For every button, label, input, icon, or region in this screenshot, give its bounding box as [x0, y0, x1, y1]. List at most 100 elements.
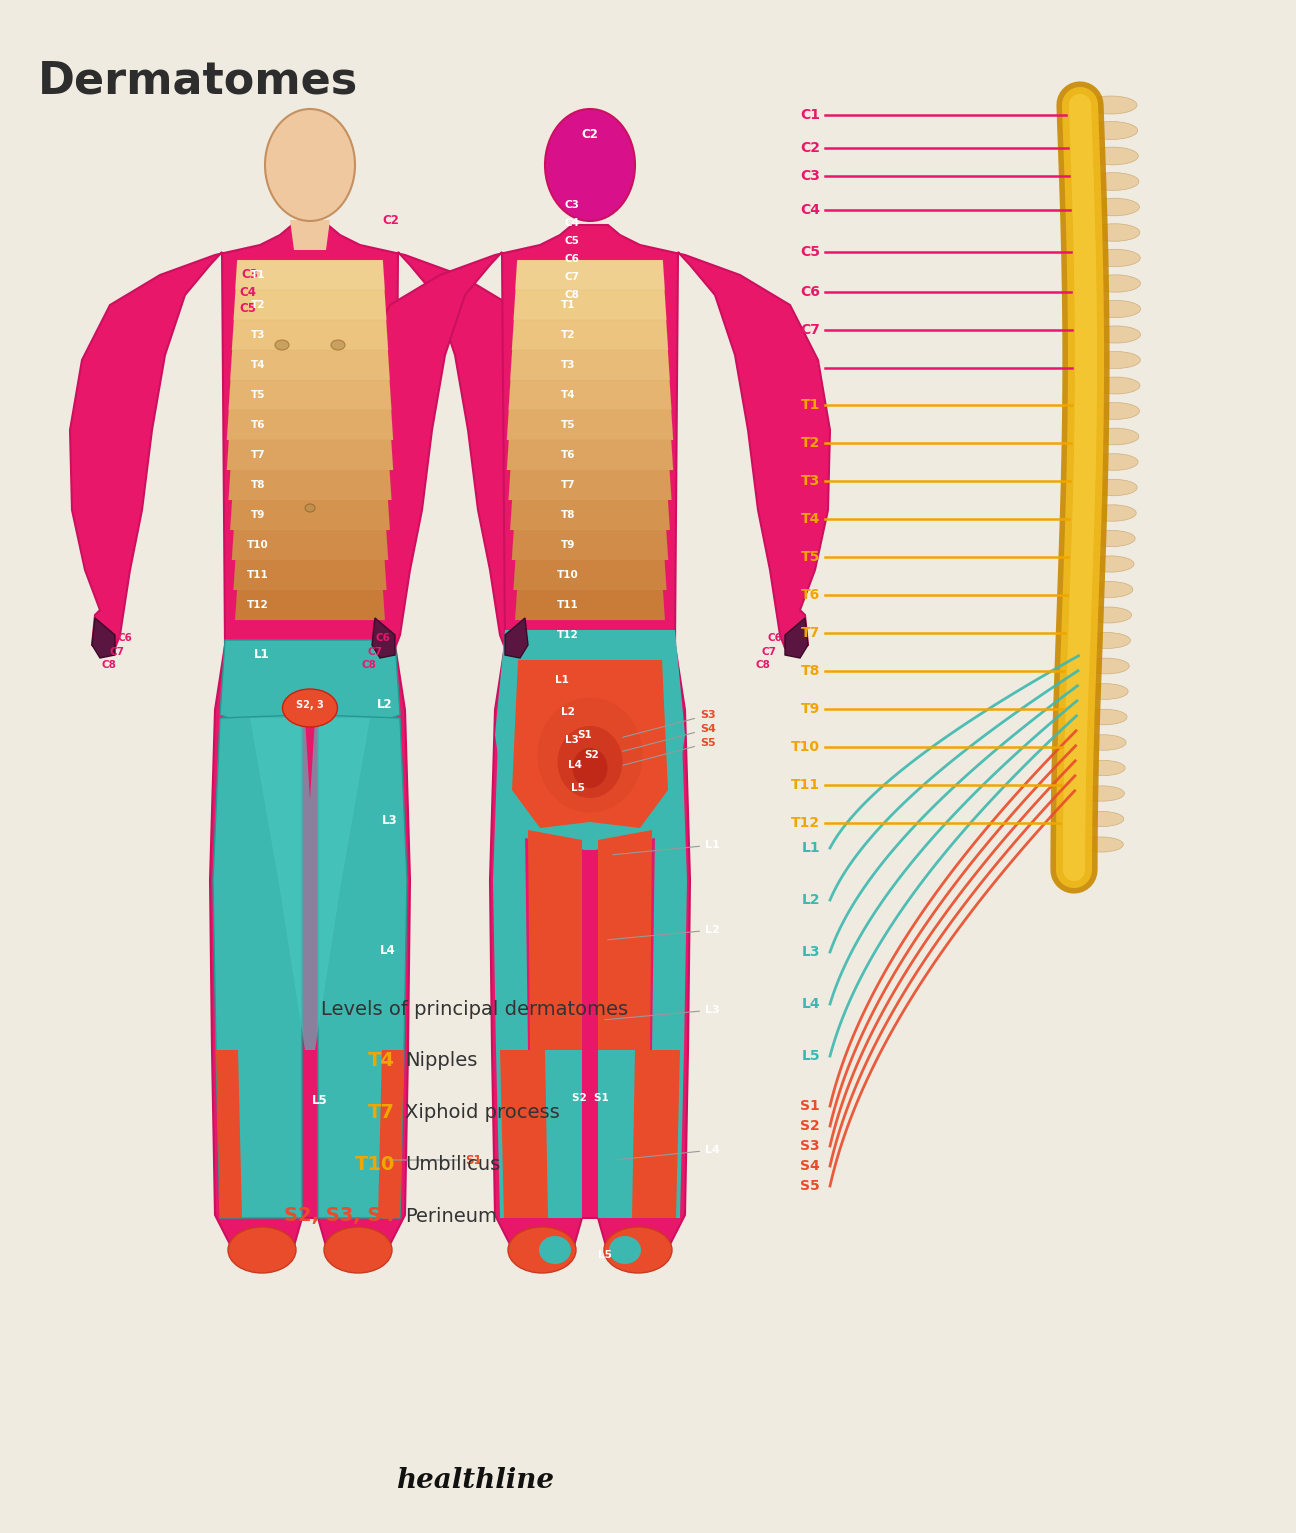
Polygon shape — [231, 500, 390, 530]
Ellipse shape — [1090, 274, 1140, 293]
Ellipse shape — [1081, 710, 1128, 725]
Text: C8: C8 — [800, 360, 820, 376]
Polygon shape — [597, 1050, 635, 1219]
Polygon shape — [516, 261, 665, 290]
Ellipse shape — [539, 1236, 572, 1265]
Text: T6: T6 — [561, 451, 575, 460]
Text: T1: T1 — [561, 300, 575, 310]
Text: C8: C8 — [362, 661, 377, 670]
Text: L4: L4 — [568, 760, 582, 770]
Text: L2: L2 — [377, 699, 393, 711]
Ellipse shape — [1082, 684, 1128, 699]
Text: T9: T9 — [561, 540, 575, 550]
Polygon shape — [228, 471, 391, 500]
Ellipse shape — [1083, 658, 1129, 675]
Text: L1: L1 — [555, 675, 569, 685]
Ellipse shape — [1089, 504, 1137, 521]
Ellipse shape — [1081, 734, 1126, 750]
Ellipse shape — [1089, 480, 1138, 495]
Ellipse shape — [1087, 556, 1134, 572]
Text: C7: C7 — [110, 647, 124, 658]
Polygon shape — [233, 560, 386, 590]
Polygon shape — [250, 717, 369, 1050]
Text: T9: T9 — [801, 702, 820, 716]
Polygon shape — [213, 714, 302, 1219]
Text: T11: T11 — [557, 599, 579, 610]
Polygon shape — [228, 380, 391, 409]
Ellipse shape — [299, 1234, 321, 1269]
Text: C6: C6 — [769, 633, 783, 642]
Ellipse shape — [508, 1226, 575, 1272]
Polygon shape — [492, 740, 530, 1219]
Text: T5: T5 — [250, 389, 266, 400]
Text: T7: T7 — [368, 1102, 395, 1122]
Text: T1: T1 — [250, 270, 266, 281]
Text: T1: T1 — [801, 399, 820, 412]
Polygon shape — [512, 661, 667, 828]
Text: Perineum: Perineum — [404, 1206, 496, 1225]
Text: T3: T3 — [561, 360, 575, 369]
Text: C8: C8 — [102, 661, 117, 670]
Text: healthline: healthline — [397, 1467, 553, 1493]
Polygon shape — [372, 618, 395, 658]
Polygon shape — [70, 225, 550, 1268]
Ellipse shape — [1091, 351, 1140, 368]
Polygon shape — [232, 530, 389, 560]
Polygon shape — [500, 1050, 582, 1219]
Text: L5: L5 — [572, 783, 584, 793]
Text: T4: T4 — [250, 360, 266, 369]
Text: L1: L1 — [254, 648, 270, 662]
Ellipse shape — [1090, 250, 1140, 267]
Text: L3: L3 — [605, 1006, 719, 1019]
Text: T8: T8 — [561, 510, 575, 520]
Text: T12: T12 — [248, 599, 268, 610]
Ellipse shape — [1086, 581, 1133, 598]
Ellipse shape — [1083, 633, 1130, 648]
Polygon shape — [597, 1050, 680, 1219]
Text: T5: T5 — [801, 550, 820, 564]
Polygon shape — [508, 471, 671, 500]
Ellipse shape — [1091, 377, 1140, 394]
Text: T7: T7 — [801, 625, 820, 639]
Ellipse shape — [324, 1226, 391, 1272]
Text: L1: L1 — [801, 842, 820, 855]
Text: T4: T4 — [368, 1050, 395, 1070]
Ellipse shape — [330, 340, 345, 350]
Text: T7: T7 — [250, 451, 266, 460]
Text: T7: T7 — [561, 480, 575, 491]
Text: T4: T4 — [801, 512, 820, 526]
Text: C6: C6 — [800, 285, 820, 299]
Text: L4: L4 — [380, 943, 395, 957]
Polygon shape — [513, 560, 666, 590]
Text: C3: C3 — [565, 199, 579, 210]
Polygon shape — [231, 350, 390, 380]
Ellipse shape — [1080, 786, 1125, 802]
Text: C8: C8 — [756, 661, 770, 670]
Text: S4: S4 — [622, 724, 715, 751]
Text: T10: T10 — [791, 740, 820, 754]
Text: S2: S2 — [584, 750, 599, 760]
Polygon shape — [290, 221, 330, 250]
Polygon shape — [92, 618, 115, 658]
Ellipse shape — [538, 698, 643, 812]
Ellipse shape — [1090, 454, 1138, 471]
Text: L4: L4 — [801, 996, 820, 1010]
Polygon shape — [216, 1050, 242, 1219]
Text: S3: S3 — [801, 1139, 820, 1153]
Text: C5: C5 — [240, 302, 257, 314]
Polygon shape — [508, 380, 671, 409]
Text: T3: T3 — [801, 474, 820, 487]
Text: S1: S1 — [388, 1153, 482, 1167]
Ellipse shape — [579, 1234, 601, 1269]
Text: L4: L4 — [618, 1145, 719, 1160]
Ellipse shape — [1080, 837, 1124, 852]
Text: C3: C3 — [800, 169, 820, 182]
Polygon shape — [516, 590, 665, 619]
Text: C1: C1 — [800, 107, 820, 123]
Text: C8: C8 — [565, 290, 579, 300]
Text: Nipples: Nipples — [404, 1050, 477, 1070]
Polygon shape — [512, 530, 669, 560]
Text: S2, S3, S4: S2, S3, S4 — [284, 1206, 395, 1225]
Text: S5: S5 — [800, 1179, 820, 1193]
Text: T12: T12 — [557, 630, 579, 639]
